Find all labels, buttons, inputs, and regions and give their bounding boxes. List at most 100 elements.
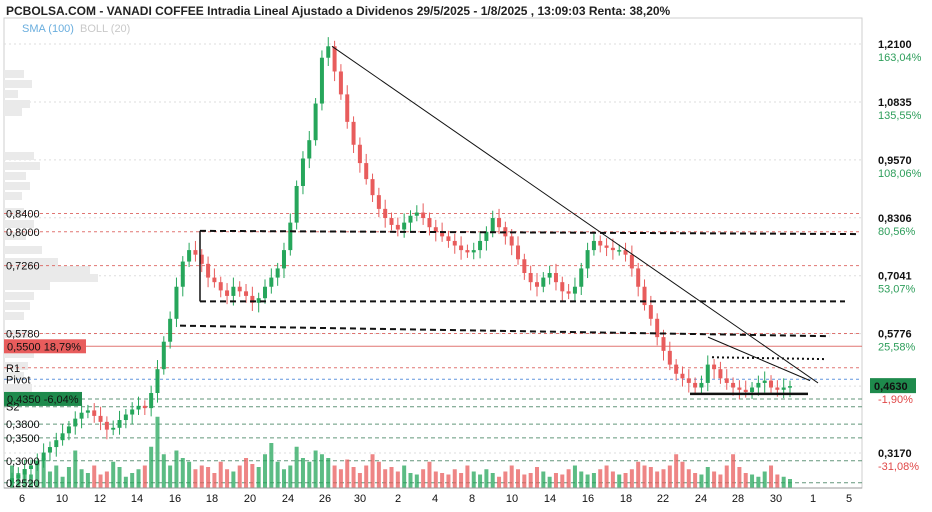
candle-body-56 [364,163,369,180]
candle-body-55 [357,144,362,164]
candle-body-97 [623,250,628,255]
volume-bar-9 [66,467,71,488]
candle-body-115 [737,387,742,390]
level-label-7: 0,4350 -6,04% [7,394,79,406]
x-tick-label-4: 16 [169,493,181,505]
candle-body-73 [471,250,476,253]
right-axis-value-2: 0,9570 [878,155,912,167]
volume-profile-bar-7 [4,172,26,180]
volume-bar-107 [686,469,691,488]
candle-body-71 [459,245,464,251]
volume-bar-101 [648,467,653,488]
candle-body-70 [452,240,457,246]
x-tick-label-5: 18 [206,493,218,505]
candle-body-43 [281,250,286,269]
candle-body-95 [610,247,615,251]
volume-bar-76 [490,473,495,488]
volume-bar-80 [516,469,521,488]
candle-body-100 [642,286,647,306]
volume-bar-27 [180,458,185,488]
volume-bar-32 [212,473,217,488]
candle-body-112 [718,369,723,379]
volume-bar-26 [174,450,179,488]
volume-profile-bar-1 [4,80,32,88]
candle-body-41 [269,277,274,287]
candle-body-15 [104,421,109,430]
candle-body-91 [585,250,590,269]
candle-body-80 [516,245,521,260]
volume-bar-73 [471,471,476,488]
volume-profile-bar-26 [4,384,32,392]
candle-body-9 [66,426,71,434]
candle-body-10 [73,418,78,427]
x-tick-label-7: 24 [282,493,294,505]
boll-indicator-label: BOLL (20) [80,23,130,35]
volume-bar-33 [218,461,223,488]
volume-bar-86 [553,473,558,488]
candle-body-117 [750,387,755,393]
candle-body-5 [41,452,46,461]
candle-body-66 [427,218,432,228]
candle-body-88 [566,291,571,294]
candle-body-113 [724,378,729,383]
candle-body-6 [47,447,52,453]
x-tick-label-8: 26 [319,493,331,505]
candle-body-49 [319,57,324,104]
volume-bar-7 [54,465,59,488]
level-label-6: Pivot [6,374,30,386]
candle-body-21 [142,405,147,409]
volume-bar-102 [655,471,660,488]
candle-body-89 [572,286,577,294]
candle-body-85 [547,273,552,278]
x-tick-label-14: 14 [544,493,556,505]
volume-bar-67 [433,471,438,488]
candle-body-59 [383,208,388,219]
candle-body-92 [591,240,596,251]
candle-body-109 [699,382,704,388]
level-label-3: 0,5780 [6,328,40,340]
candle-body-82 [528,273,533,283]
volume-profile-bar-15 [4,266,90,274]
candle-body-61 [395,224,400,230]
volume-bar-119 [762,471,767,488]
candle-body-67 [433,227,438,232]
candle-body-57 [370,179,375,196]
volume-bar-42 [275,461,280,488]
candle-body-52 [338,71,343,95]
volume-bar-94 [604,465,609,488]
volume-profile-bar-8 [4,182,30,190]
candle-body-68 [440,231,445,237]
support-dashed-lower [179,324,831,338]
candle-body-26 [174,286,179,319]
volume-profile-bar-4 [4,108,22,116]
candle-body-8 [60,433,65,441]
candle-body-87 [560,282,565,292]
candle-body-27 [180,261,185,287]
volume-profile-bar-19 [4,302,30,310]
volume-bar-81 [522,474,527,488]
volume-profile-bar-18 [4,292,34,300]
candle-body-24 [161,341,166,370]
volume-bar-25 [168,465,173,488]
volume-profile-bar-0 [4,70,24,78]
x-tick-label-3: 14 [131,493,143,505]
volume-bar-97 [623,473,628,488]
volume-bar-100 [642,465,647,488]
volume-bar-36 [237,465,242,488]
volume-bar-15 [104,471,109,488]
candle-body-101 [648,305,653,319]
candle-body-65 [421,212,426,219]
right-axis-value-0: 1,2100 [878,39,912,51]
volume-bar-95 [610,471,615,488]
chart-title: PCBOLSA.COM - VANADI COFFEE Intradia Lin… [6,4,671,18]
candle-body-30 [199,254,204,264]
volume-profile-bar-2 [4,90,18,98]
volume-bar-39 [256,467,261,488]
volume-bar-13 [92,465,97,488]
volume-bar-18 [123,476,128,488]
trendline-short-down [707,336,811,382]
volume-bar-74 [478,474,483,488]
candle-body-103 [661,337,666,351]
x-tick-label-10: 2 [395,493,401,505]
